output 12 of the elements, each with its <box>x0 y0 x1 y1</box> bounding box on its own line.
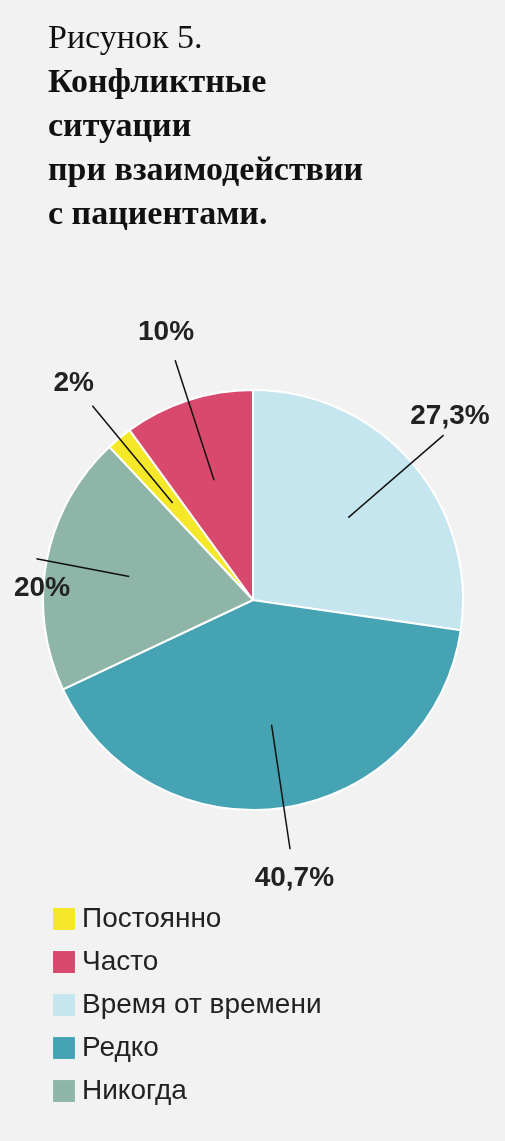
chart-title: Рисунок 5. <box>48 18 203 55</box>
data-label: 27,3% <box>410 398 490 430</box>
data-label: 40,7% <box>254 861 335 893</box>
legend-label: Время от времени <box>82 988 322 1019</box>
legend-label: Часто <box>82 945 159 976</box>
legend-label: Редко <box>82 1031 159 1062</box>
data-label: 2% <box>53 366 94 398</box>
legend-label: Постоянно <box>82 902 222 933</box>
data-label: 10% <box>138 315 195 347</box>
legend-label: Никогда <box>82 1074 188 1105</box>
data-label: 20% <box>13 570 71 602</box>
chart-subtitle: Конфликтные ситуации при взаимодействии с пациентами. <box>48 62 364 231</box>
